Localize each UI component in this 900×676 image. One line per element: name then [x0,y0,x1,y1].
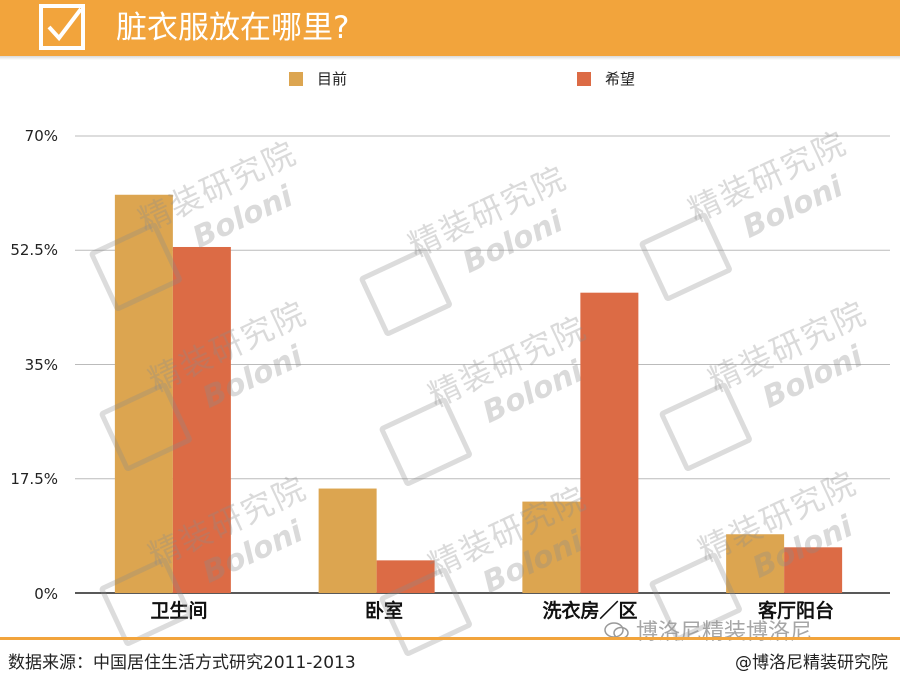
footer-divider [0,637,900,640]
legend-swatch-hope [577,72,591,86]
header-shadow [0,56,900,60]
page-title: 脏衣服放在哪里? [116,10,350,46]
wechat-text: 博洛尼精装博洛尼 [636,620,813,645]
data-source: 数据来源：中国居住生活方式研究2011-2013 [8,653,356,673]
legend-item-hope: 希望 [577,68,635,90]
bar-current [114,194,173,593]
y-tick-label: 52.5% [10,241,58,259]
bar-current [522,501,581,593]
y-tick-label: 0% [34,585,58,603]
bar-current [726,534,785,593]
y-tick-label: 35% [24,356,58,374]
legend-label-current: 目前 [317,70,348,88]
credit: @博洛尼精装研究院 [735,653,888,673]
x-tick-label: 客厅阳台 [757,600,834,622]
bar-hope [172,246,231,593]
legend-item-current: 目前 [289,68,347,90]
bar-hope [784,547,843,593]
x-tick-label: 卫生间 [150,600,208,622]
bar-hope [376,560,435,593]
wechat-watermark: 博洛尼精装博洛尼 [604,614,813,645]
bar-hope [580,292,639,593]
x-tick-label: 卧室 [364,600,403,622]
bar-current [318,488,377,593]
legend-swatch-current [289,72,303,86]
y-tick-label: 70% [24,127,58,145]
y-tick-label: 17.5% [10,470,58,488]
legend-label-hope: 希望 [605,70,636,88]
x-tick-label: 洗衣房／区 [542,600,638,622]
checkbox-check-icon [39,4,85,50]
title-bar: 脏衣服放在哪里? [0,0,900,56]
